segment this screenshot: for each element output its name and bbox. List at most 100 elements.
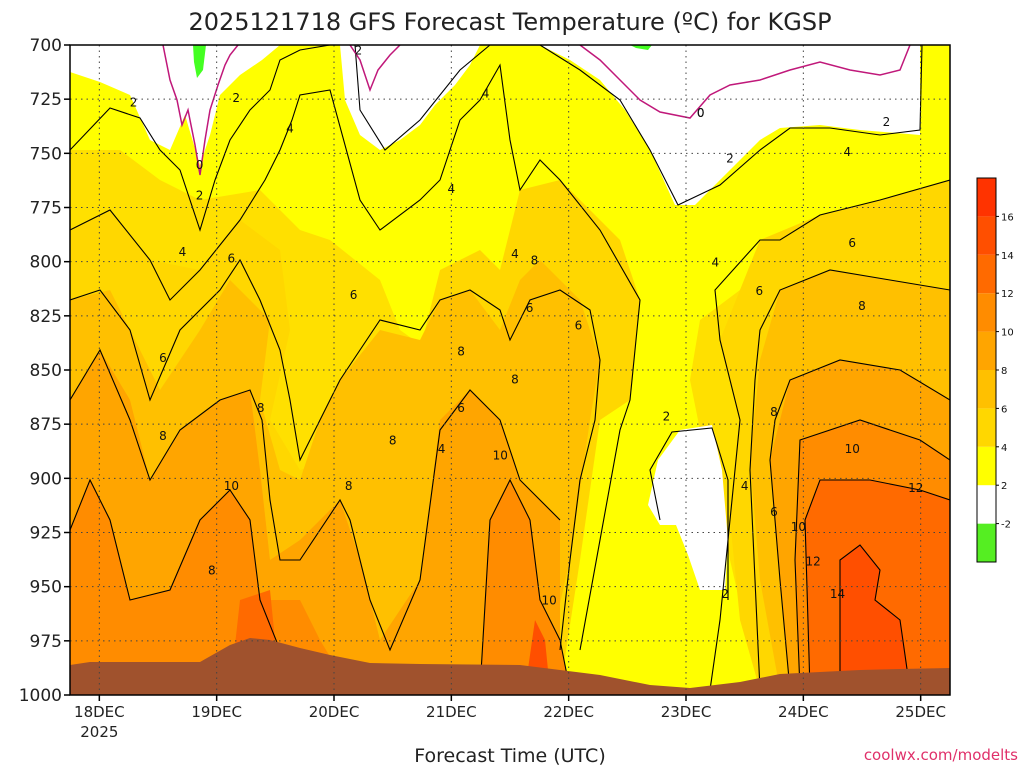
y-tick-label: 875 <box>30 415 62 435</box>
contour-label: 2 <box>663 410 671 424</box>
terrain <box>70 638 950 695</box>
green-patch-2 <box>630 45 652 50</box>
contour-label: 12 <box>908 481 923 495</box>
legend-label: 16 <box>1001 212 1014 223</box>
contour-label: 2 <box>883 115 891 129</box>
contour-4 <box>70 63 641 651</box>
contour-label: 4 <box>511 247 519 261</box>
contour-label: 8 <box>457 345 465 359</box>
contour-12 <box>804 479 950 691</box>
legend-swatch <box>977 408 996 447</box>
contour-label: 0 <box>196 158 204 172</box>
white-region-top-right <box>540 45 920 205</box>
contour-label: 2 <box>721 587 729 601</box>
contour-label: 14 <box>830 587 845 601</box>
chart-title: 2025121718 GFS Forecast Temperature (ºC)… <box>188 8 831 36</box>
contour-label: 10 <box>791 520 806 534</box>
y-tick-label: 825 <box>30 307 62 327</box>
contour-label: 6 <box>575 319 583 333</box>
legend-label: 14 <box>1001 251 1014 262</box>
contour-label: 8 <box>770 405 778 419</box>
y-tick-label: 800 <box>30 253 62 273</box>
contour-8 <box>70 348 561 652</box>
y-axis: 700 725 750 775 800 825 850 875 900 925 950 975 1000 <box>19 36 70 706</box>
legend-swatch <box>977 331 996 370</box>
legend-swatch <box>977 293 996 332</box>
white-region-top-center <box>340 45 480 150</box>
y-tick-label: 700 <box>30 36 62 56</box>
zero-isotherm-center <box>349 45 401 93</box>
legend-label: 10 <box>1001 328 1014 339</box>
contour-label: 2 <box>130 95 138 109</box>
contour-label: 6 <box>228 251 236 265</box>
green-patch-1 <box>193 45 206 78</box>
legend-swatch <box>977 216 996 255</box>
contour-label: 4 <box>741 479 749 493</box>
contour-10 <box>70 478 281 651</box>
legend-swatch <box>977 446 996 486</box>
x-tick-label: 19DEC <box>191 703 242 721</box>
y-tick-label: 850 <box>30 361 62 381</box>
legend-swatch <box>977 523 996 562</box>
contour-4b <box>709 179 950 691</box>
contour-label: 6 <box>756 284 764 298</box>
legend-swatch <box>977 254 996 294</box>
white-region-top-left <box>70 45 280 165</box>
contour-label: 10 <box>845 442 860 456</box>
contour-label: 4 <box>712 256 720 270</box>
contour-label: 4 <box>448 182 456 196</box>
contour-2 <box>70 45 331 232</box>
contour-label: 10 <box>493 449 508 463</box>
contour-14 <box>839 544 911 691</box>
y-tick-label: 925 <box>30 524 62 544</box>
contour-label: 4 <box>286 121 294 135</box>
y-tick-label: 975 <box>30 632 62 652</box>
contour-2b <box>354 45 491 151</box>
y-tick-label: 900 <box>30 469 62 489</box>
contour-10c <box>794 419 950 691</box>
contour-label: 2 <box>355 43 363 57</box>
freezing-line <box>162 45 911 176</box>
contour-label: 6 <box>457 401 465 415</box>
zero-isotherm-left <box>162 45 239 176</box>
contour-label: 6 <box>526 301 534 315</box>
contour-label: 10 <box>541 594 556 608</box>
contour-label: 4 <box>179 245 187 259</box>
plot-area <box>70 45 950 695</box>
x-tick-label: 21DEC <box>426 703 477 721</box>
contour-label: 6 <box>848 236 856 250</box>
legend-swatch <box>977 485 996 524</box>
legend-label: 12 <box>1001 289 1014 300</box>
contour-label: 8 <box>389 433 397 447</box>
y-tick-label: 775 <box>30 199 62 219</box>
contour-label: 6 <box>159 351 167 365</box>
contour-label: 0 <box>697 106 705 120</box>
x-tick-label: 25DEC <box>895 703 946 721</box>
contour-label: 8 <box>511 373 519 387</box>
cold-regions <box>70 45 920 590</box>
contour-2c <box>539 45 923 206</box>
contour-8b <box>769 359 950 691</box>
y-tick-label: 725 <box>30 90 62 110</box>
color-legend: -2 2 4 6 8 10 12 14 16 <box>976 177 1014 563</box>
contour-label: 8 <box>345 479 353 493</box>
source-link[interactable]: coolwx.com/modelts <box>864 746 1018 764</box>
x-tick-label: 18DEC <box>74 703 125 721</box>
contour-label: 8 <box>858 299 866 313</box>
contour-6b <box>749 269 950 691</box>
contour-label: 4 <box>844 145 852 159</box>
legend-label: 4 <box>1001 443 1007 454</box>
contour-2d <box>649 427 729 600</box>
contour-10b <box>479 478 571 691</box>
band-10-12-mid <box>480 480 570 690</box>
contour-label: 2 <box>232 91 240 105</box>
white-region-low <box>648 425 728 590</box>
legend-swatch <box>977 178 996 217</box>
contour-label: 8 <box>257 401 265 415</box>
contour-label: 10 <box>224 479 239 493</box>
x-axis: 18DEC 19DEC 20DEC 21DEC 22DEC 23DEC 24DEC 25DEC… <box>74 695 946 741</box>
contour-label: 4 <box>482 87 490 101</box>
band-14-16-right <box>840 545 910 690</box>
